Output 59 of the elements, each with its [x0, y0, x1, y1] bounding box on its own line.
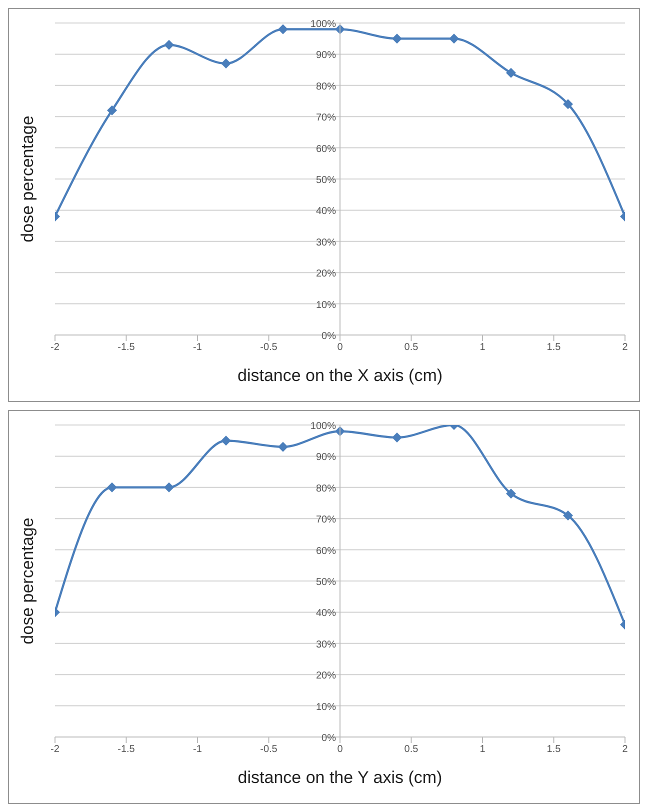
x-tick-label: -2 — [50, 744, 60, 756]
x-tick-label: -1 — [193, 342, 202, 354]
y-tick-label: 0% — [322, 331, 336, 342]
y-tick-label: 90% — [316, 50, 336, 62]
point — [107, 105, 117, 116]
point — [221, 58, 231, 69]
x-tick-label: -0.5 — [260, 744, 278, 756]
y-tick-label: 50% — [316, 175, 336, 186]
x-tick-label: -1 — [193, 744, 202, 756]
x-tick-label: -0.5 — [260, 342, 278, 354]
y-tick-label: 80% — [316, 483, 336, 494]
x-tick-label: 1 — [480, 744, 486, 756]
x-tick-label: 0 — [337, 342, 344, 354]
y-tick-label: 90% — [316, 452, 336, 464]
x-axis-title: distance on the X axis (cm) — [237, 366, 443, 385]
point — [563, 99, 573, 110]
y-tick-label: 100% — [310, 19, 336, 30]
y-tick-label: 10% — [316, 300, 336, 311]
y-tick-label: 70% — [316, 514, 336, 526]
point — [449, 34, 459, 44]
x-tick-label: -1.5 — [118, 744, 136, 756]
y-tick-label: 60% — [316, 546, 336, 557]
x-tick-label: 0.5 — [404, 744, 419, 756]
point — [392, 432, 402, 442]
y-axis-title: dose percentage — [18, 116, 38, 242]
x-tick-label: 2 — [622, 744, 628, 756]
x-tick-label: -1.5 — [118, 342, 136, 354]
y-tick-label: 70% — [316, 112, 336, 124]
point — [506, 68, 516, 78]
point — [506, 488, 516, 499]
y-tick-label: 0% — [322, 733, 336, 744]
y-tick-label: 30% — [316, 639, 336, 650]
y-tick-label: 10% — [316, 702, 336, 713]
x-tick-label: 2 — [622, 342, 628, 354]
y-tick-label: 20% — [316, 670, 336, 682]
x-tick-label: 0 — [337, 744, 344, 756]
y-tick-label: 60% — [316, 144, 336, 155]
y-tick-label: 80% — [316, 81, 336, 92]
x-tick-label: 1 — [480, 342, 486, 354]
y-tick-label: 40% — [316, 608, 336, 620]
y-tick-label: 40% — [316, 206, 336, 218]
point — [563, 510, 573, 520]
x-tick-label: 0.5 — [404, 342, 419, 354]
point — [164, 482, 174, 492]
point — [107, 482, 117, 492]
y-tick-label: 50% — [316, 577, 336, 588]
point — [278, 442, 288, 452]
point — [164, 40, 174, 50]
point — [278, 24, 288, 34]
x-tick-label: 1.5 — [546, 744, 562, 756]
point — [221, 436, 231, 446]
x-tick-label: 1.5 — [546, 342, 562, 354]
y-tick-label: 30% — [316, 237, 336, 248]
x-tick-label: -2 — [50, 342, 60, 354]
point — [392, 34, 402, 44]
y-tick-label: 100% — [310, 421, 336, 432]
y-axis-title: dose percentage — [18, 518, 38, 644]
y-tick-label: 20% — [316, 268, 336, 280]
x-axis-title: distance on the Y axis (cm) — [238, 768, 442, 787]
